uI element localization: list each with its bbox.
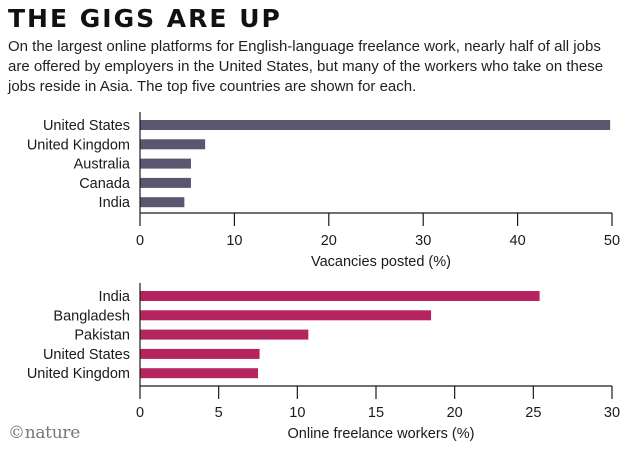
tick-label: 20 bbox=[447, 405, 463, 421]
category-label: Canada bbox=[79, 176, 131, 192]
tick-label: 50 bbox=[604, 233, 620, 249]
tick-label: 30 bbox=[604, 405, 620, 421]
category-label: United Kingdom bbox=[27, 137, 130, 153]
bar bbox=[140, 139, 206, 150]
tick-label: 20 bbox=[321, 233, 337, 249]
bar bbox=[140, 197, 185, 208]
category-label: Australia bbox=[74, 157, 131, 173]
bar bbox=[140, 177, 191, 188]
category-label: India bbox=[99, 289, 131, 305]
category-label: India bbox=[99, 195, 131, 211]
x-axis-title: Vacancies posted (%) bbox=[311, 254, 451, 270]
bar bbox=[140, 368, 258, 379]
category-label: Pakistan bbox=[74, 328, 130, 344]
tick-label: 40 bbox=[510, 233, 526, 249]
bar bbox=[140, 329, 309, 340]
tick-label: 10 bbox=[289, 405, 305, 421]
headline: THE GIGS ARE UP bbox=[8, 4, 282, 33]
bar bbox=[140, 120, 611, 130]
tick-label: 30 bbox=[415, 233, 431, 249]
nature-logo: ©nature bbox=[8, 423, 80, 443]
category-label: United States bbox=[43, 118, 130, 134]
standfirst: On the largest online platforms for Engl… bbox=[8, 38, 604, 95]
bar bbox=[140, 291, 540, 301]
tick-label: 15 bbox=[368, 405, 384, 421]
tick-label: 5 bbox=[215, 405, 223, 421]
tick-label: 25 bbox=[525, 405, 541, 421]
bar bbox=[140, 348, 260, 359]
tick-label: 0 bbox=[136, 405, 144, 421]
category-label: Bangladesh bbox=[53, 308, 130, 324]
category-label: United States bbox=[43, 347, 130, 363]
bar bbox=[140, 158, 191, 169]
bar bbox=[140, 310, 432, 321]
tick-label: 10 bbox=[226, 233, 242, 249]
tick-label: 0 bbox=[136, 233, 144, 249]
x-axis-title: Online freelance workers (%) bbox=[288, 426, 475, 442]
category-label: United Kingdom bbox=[27, 366, 130, 382]
